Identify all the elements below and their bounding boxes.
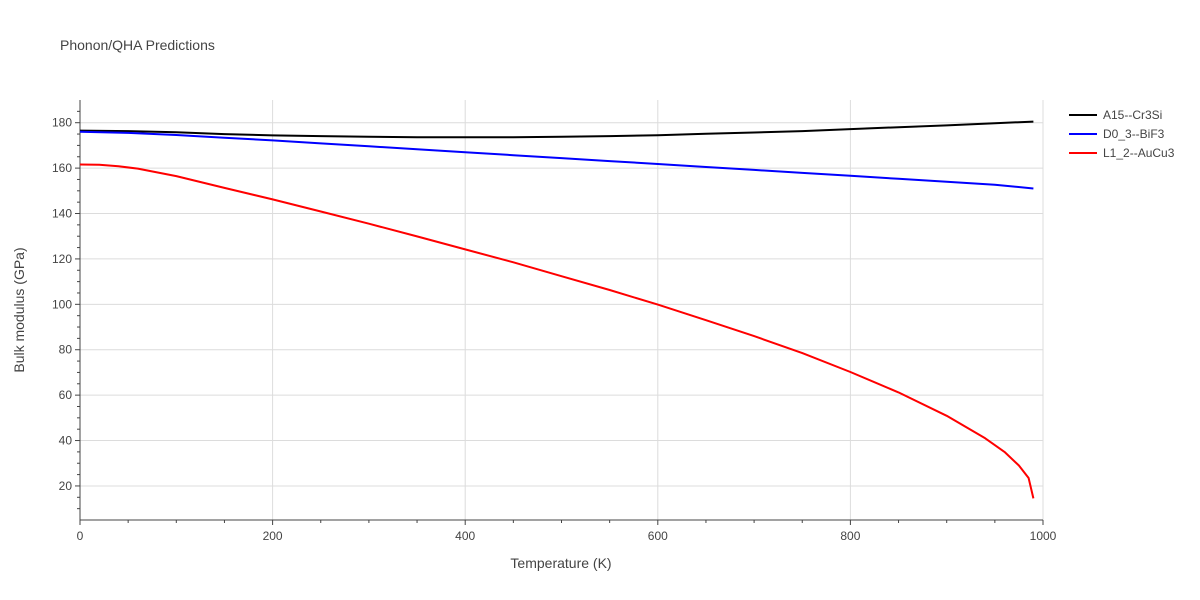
x-axis-ticks: 0 200 400 600 800 1000: [77, 529, 1057, 543]
legend-label[interactable]: A15--Cr3Si: [1103, 108, 1162, 122]
y-axis-ticks: 20 40 60 80 100 120 140 160 180: [52, 116, 72, 493]
x-tick-label: 600: [648, 529, 668, 543]
series-line-d0-3-bif3: [79, 130, 1034, 190]
y-tick-label: 40: [59, 434, 73, 448]
gridlines: [80, 100, 1044, 520]
x-tick-label: 400: [455, 529, 475, 543]
x-tick-label: 0: [77, 529, 84, 543]
legend-label[interactable]: L1_2--AuCu3: [1103, 146, 1175, 160]
series-line-l1-2-aucu3: [79, 163, 1035, 499]
axes: [75, 100, 1044, 525]
series-line-a15-cr3si: [79, 120, 1034, 139]
y-tick-label: 80: [59, 343, 73, 357]
legend: A15--Cr3Si D0_3--BiF3 L1_2--AuCu3: [1069, 108, 1175, 160]
chart-title: Phonon/QHA Predictions: [60, 37, 215, 53]
x-tick-label: 1000: [1030, 529, 1057, 543]
y-tick-label: 180: [52, 116, 72, 130]
x-tick-label: 200: [263, 529, 283, 543]
y-tick-label: 160: [52, 161, 72, 175]
x-tick-label: 800: [840, 529, 860, 543]
x-axis-label: Temperature (K): [510, 555, 611, 571]
y-tick-label: 100: [52, 297, 72, 311]
y-tick-label: 20: [59, 479, 73, 493]
legend-label[interactable]: D0_3--BiF3: [1103, 127, 1165, 141]
series-lines: [79, 120, 1035, 499]
y-tick-label: 60: [59, 388, 73, 402]
y-tick-label: 140: [52, 207, 72, 221]
y-axis-label: Bulk modulus (GPa): [11, 247, 27, 372]
y-tick-label: 120: [52, 252, 72, 266]
